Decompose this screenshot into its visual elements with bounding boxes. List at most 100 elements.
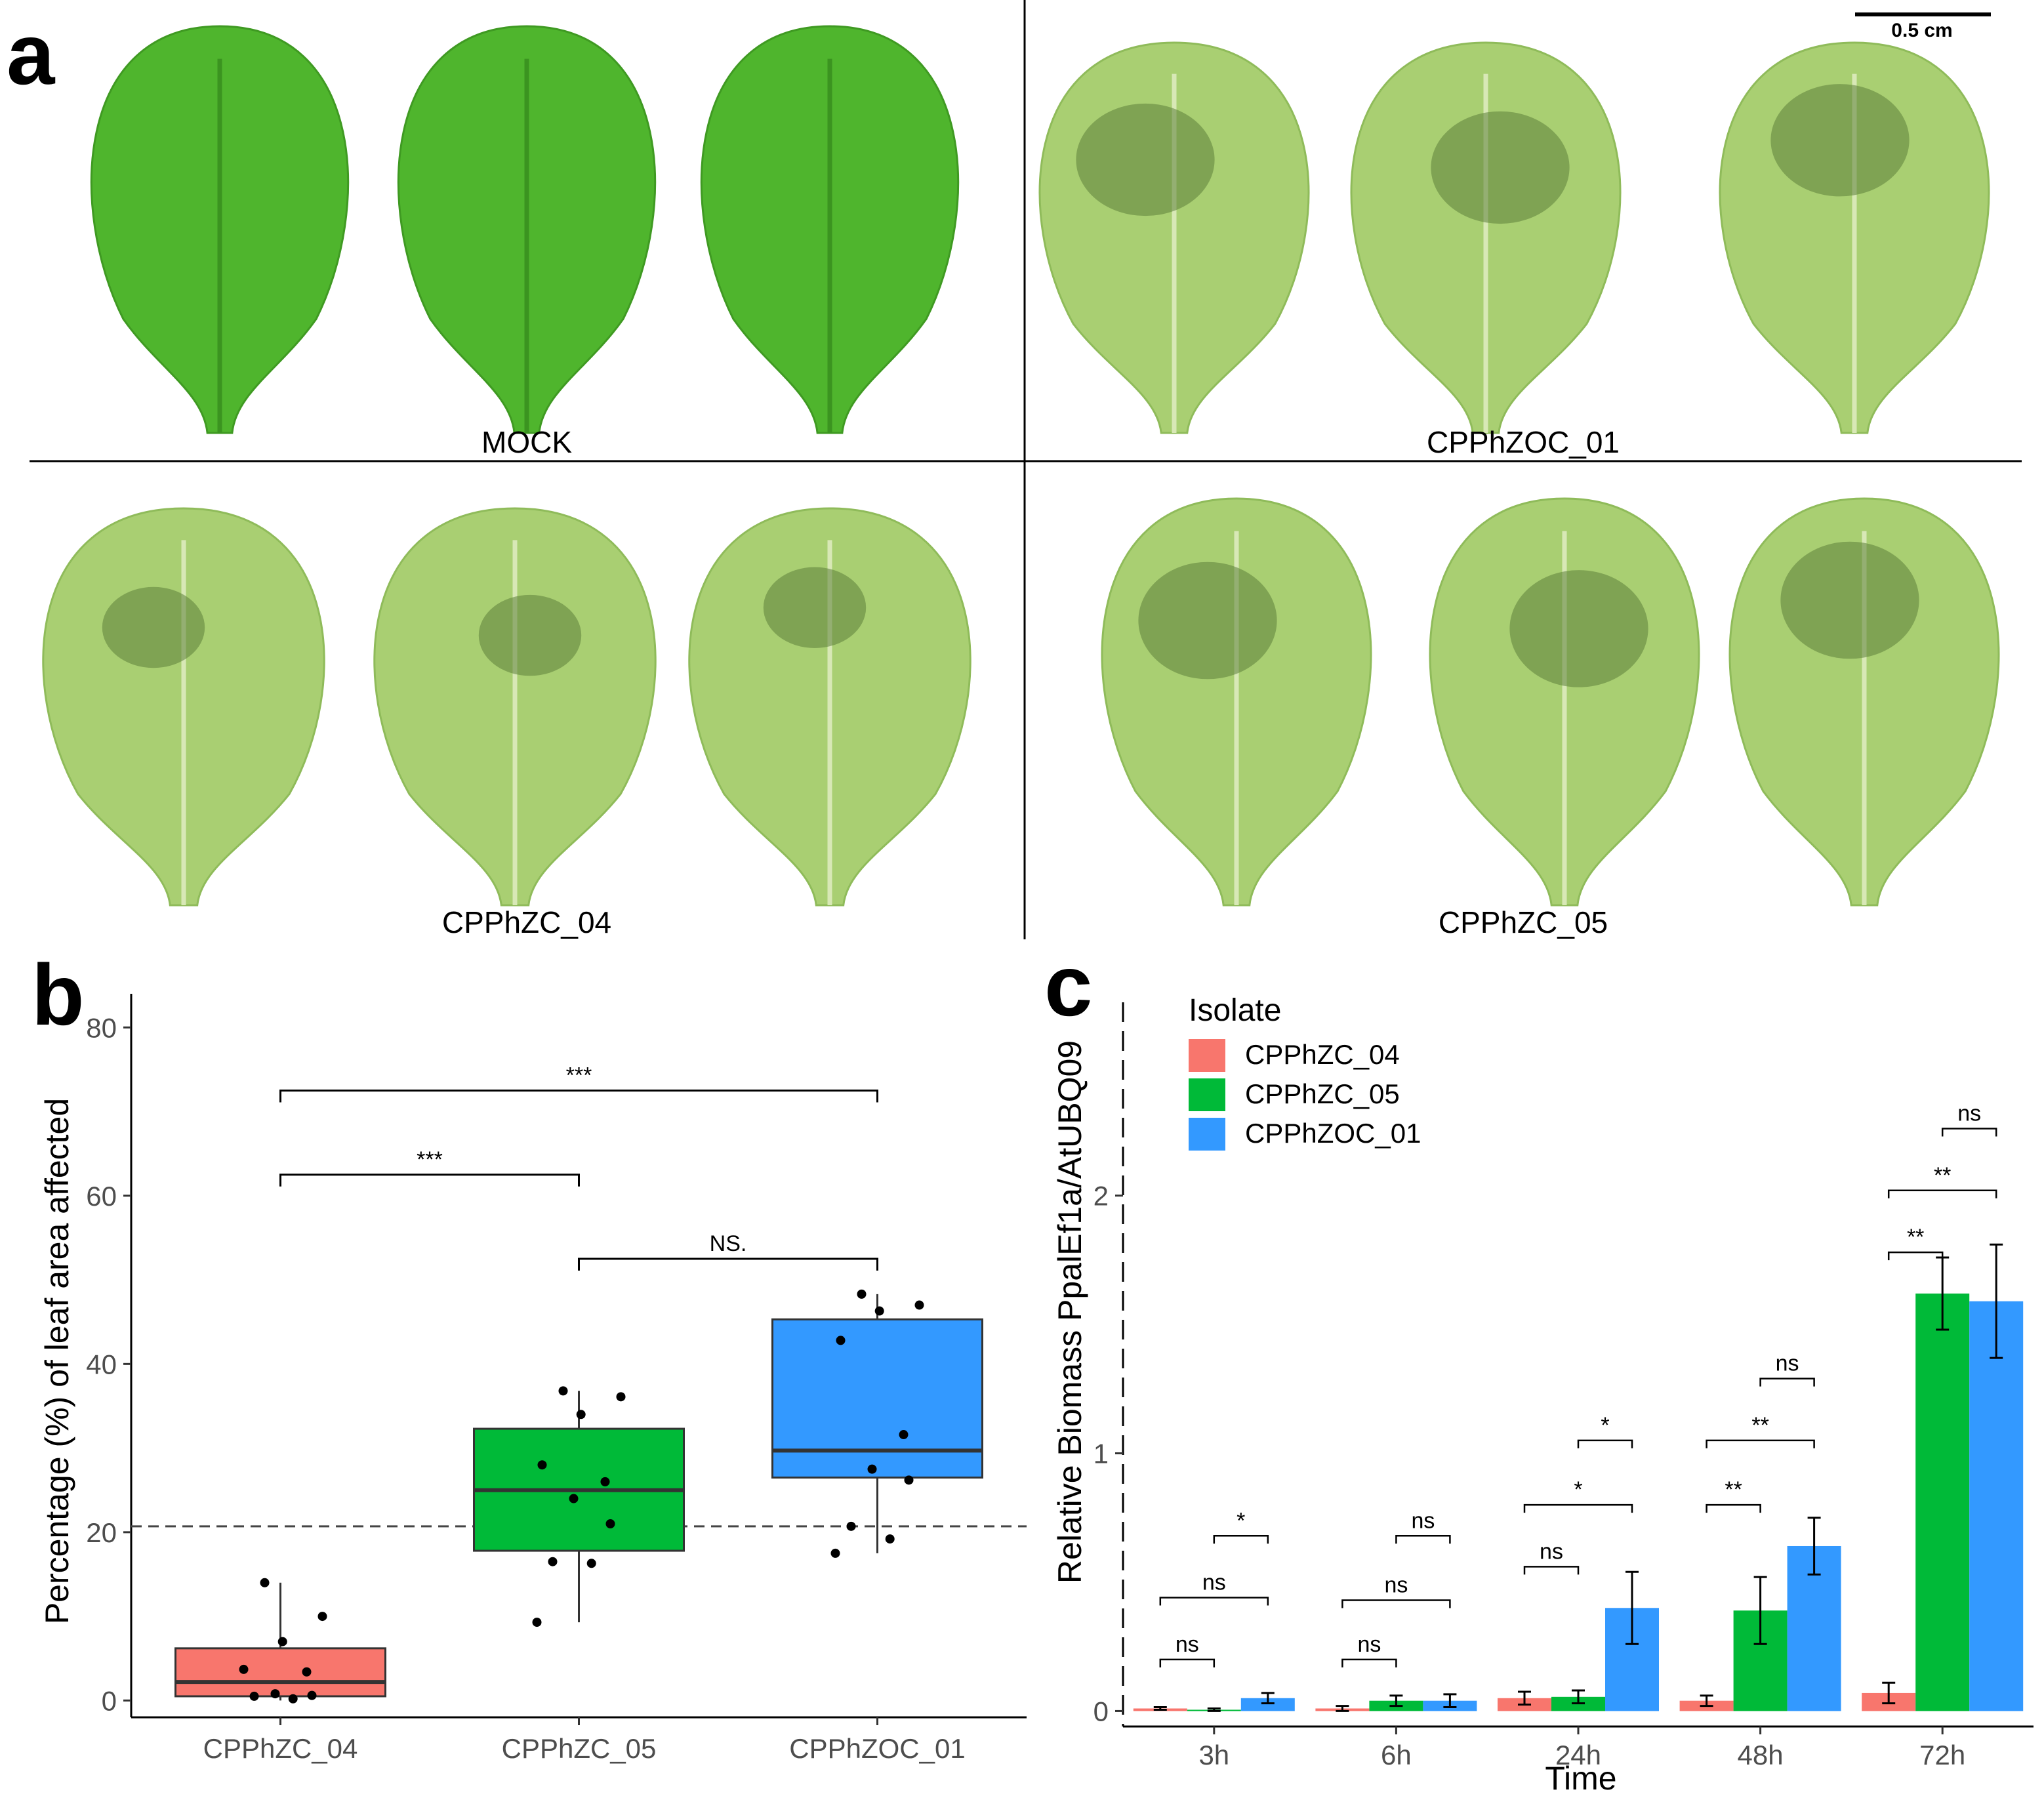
c-significance-label: ns bbox=[1202, 1570, 1226, 1595]
c-significance-label: ** bbox=[1725, 1477, 1742, 1502]
lesion bbox=[1770, 84, 1910, 197]
legend: Isolate CPPhZC_04 CPPhZC_05 CPPhZOC_01 bbox=[1189, 993, 1421, 1151]
chart-b: 0 20 40 60 80 CPPhZC_04 CPPhZC_05 CPPhZOC_01 ***… bbox=[86, 994, 1027, 1764]
panel-a-letter: a bbox=[7, 6, 56, 102]
b-data-point bbox=[576, 1410, 586, 1420]
b-data-point bbox=[569, 1494, 579, 1503]
c-x-tick-label: 24h bbox=[1555, 1740, 1601, 1770]
c-bar bbox=[1240, 1698, 1295, 1711]
c-significance-bracket bbox=[1341, 1658, 1397, 1667]
b-significance-label: NS. bbox=[710, 1231, 747, 1256]
legend-label: CPPhZOC_01 bbox=[1245, 1118, 1421, 1149]
b-data-point bbox=[586, 1559, 596, 1568]
b-data-point bbox=[846, 1521, 856, 1531]
legend-swatch bbox=[1189, 1039, 1225, 1072]
b-data-point bbox=[616, 1392, 626, 1402]
panel-b-letter: b bbox=[31, 947, 85, 1043]
c-y-tick-label: 1 bbox=[1094, 1439, 1109, 1469]
c-significance-label: ns bbox=[1540, 1539, 1563, 1564]
c-x-tick-label: 6h bbox=[1381, 1740, 1412, 1770]
legend-label: CPPhZC_04 bbox=[1245, 1039, 1400, 1070]
legend-swatch bbox=[1189, 1078, 1225, 1111]
c-significance-bracket bbox=[1706, 1503, 1761, 1513]
c-x-tick-label: 72h bbox=[1919, 1740, 1965, 1770]
b-x-tick-label: CPPhZC_04 bbox=[203, 1733, 358, 1764]
c-x-tick-label: 3h bbox=[1198, 1740, 1229, 1770]
lesion bbox=[1076, 103, 1215, 216]
b-data-point bbox=[317, 1612, 327, 1622]
panel-b: b Percentage (%) of leaf area affected 0… bbox=[31, 947, 1027, 1764]
b-data-point bbox=[874, 1306, 884, 1316]
panel-c: c Relative Biomass PpalEf1a/AtUBQ09 Time… bbox=[1044, 937, 2034, 1797]
b-y-tick-label: 80 bbox=[86, 1012, 117, 1043]
b-box bbox=[174, 1647, 386, 1698]
c-significance-bracket bbox=[1759, 1378, 1815, 1387]
c-significance-bracket bbox=[1213, 1535, 1269, 1544]
lesion bbox=[1138, 562, 1277, 680]
legend-label: CPPhZC_05 bbox=[1245, 1078, 1400, 1109]
c-x-tick-label: 48h bbox=[1738, 1740, 1784, 1770]
c-significance-label: ns bbox=[1776, 1351, 1799, 1376]
c-significance-label: * bbox=[1574, 1477, 1582, 1502]
b-data-point bbox=[830, 1548, 840, 1558]
b-data-point bbox=[867, 1464, 877, 1474]
c-significance-bracket bbox=[1941, 1128, 1997, 1137]
c-significance-label: ns bbox=[1411, 1508, 1435, 1533]
c-significance-bracket bbox=[1341, 1599, 1451, 1608]
b-data-point bbox=[904, 1475, 914, 1485]
group-label-cpphzoc-01: CPPhZOC_01 bbox=[1427, 425, 1620, 459]
c-significance-label: ** bbox=[1751, 1413, 1768, 1438]
c-y-axis-title: Relative Biomass PpalEf1a/AtUBQ09 bbox=[1052, 1040, 1088, 1583]
c-significance-bracket bbox=[1159, 1658, 1216, 1667]
b-data-point bbox=[899, 1430, 909, 1440]
b-data-point bbox=[558, 1386, 568, 1396]
b-y-tick-label: 60 bbox=[86, 1181, 117, 1212]
c-significance-bracket bbox=[1887, 1251, 1944, 1261]
group-label-cpphzc-04: CPPhZC_04 bbox=[442, 905, 611, 939]
b-data-point bbox=[302, 1667, 312, 1677]
lesion bbox=[1431, 111, 1570, 224]
b-data-point bbox=[270, 1689, 280, 1699]
scale-bar-label: 0.5 cm bbox=[1891, 20, 1952, 41]
b-significance-bracket bbox=[279, 1089, 878, 1103]
b-data-point bbox=[239, 1664, 249, 1674]
c-significance-label: ** bbox=[1907, 1225, 1924, 1250]
b-x-tick-label: CPPhZC_05 bbox=[502, 1733, 657, 1764]
c-bar bbox=[1969, 1301, 2024, 1711]
b-data-point bbox=[307, 1690, 317, 1700]
lesion bbox=[763, 567, 867, 648]
b-data-point bbox=[605, 1519, 615, 1529]
b-y-tick-label: 0 bbox=[102, 1685, 117, 1716]
legend-swatch bbox=[1189, 1118, 1225, 1151]
b-y-axis-title: Percentage (%) of leaf area affected bbox=[39, 1098, 75, 1624]
b-significance-label: *** bbox=[566, 1063, 592, 1088]
c-significance-bracket bbox=[1577, 1439, 1633, 1448]
b-data-point bbox=[914, 1300, 924, 1310]
c-significance-bracket bbox=[1887, 1189, 1997, 1198]
c-y-tick-label: 2 bbox=[1094, 1181, 1109, 1212]
c-significance-label: ns bbox=[1175, 1632, 1199, 1657]
b-significance-bracket bbox=[279, 1174, 580, 1187]
b-y-tick-label: 20 bbox=[86, 1517, 117, 1548]
c-significance-label: ns bbox=[1957, 1101, 1981, 1126]
group-label-cpphzc-05: CPPhZC_05 bbox=[1439, 905, 1608, 939]
b-data-point bbox=[885, 1534, 895, 1544]
lesion bbox=[478, 594, 582, 676]
c-significance-label: * bbox=[1237, 1508, 1245, 1533]
c-significance-bracket bbox=[1395, 1535, 1451, 1544]
c-significance-label: ns bbox=[1384, 1572, 1408, 1597]
b-data-point bbox=[532, 1618, 542, 1627]
c-significance-label: * bbox=[1601, 1413, 1609, 1438]
b-x-tick-label: CPPhZOC_01 bbox=[789, 1733, 965, 1764]
c-x-axis-title: Time bbox=[1545, 1760, 1616, 1797]
b-significance-label: *** bbox=[417, 1147, 443, 1172]
lesion bbox=[1509, 570, 1648, 687]
c-significance-bracket bbox=[1706, 1439, 1815, 1448]
b-data-point bbox=[857, 1289, 867, 1299]
b-box bbox=[771, 1318, 983, 1479]
b-data-point bbox=[548, 1557, 558, 1566]
b-data-point bbox=[836, 1336, 846, 1345]
b-y-tick-label: 40 bbox=[86, 1349, 117, 1379]
